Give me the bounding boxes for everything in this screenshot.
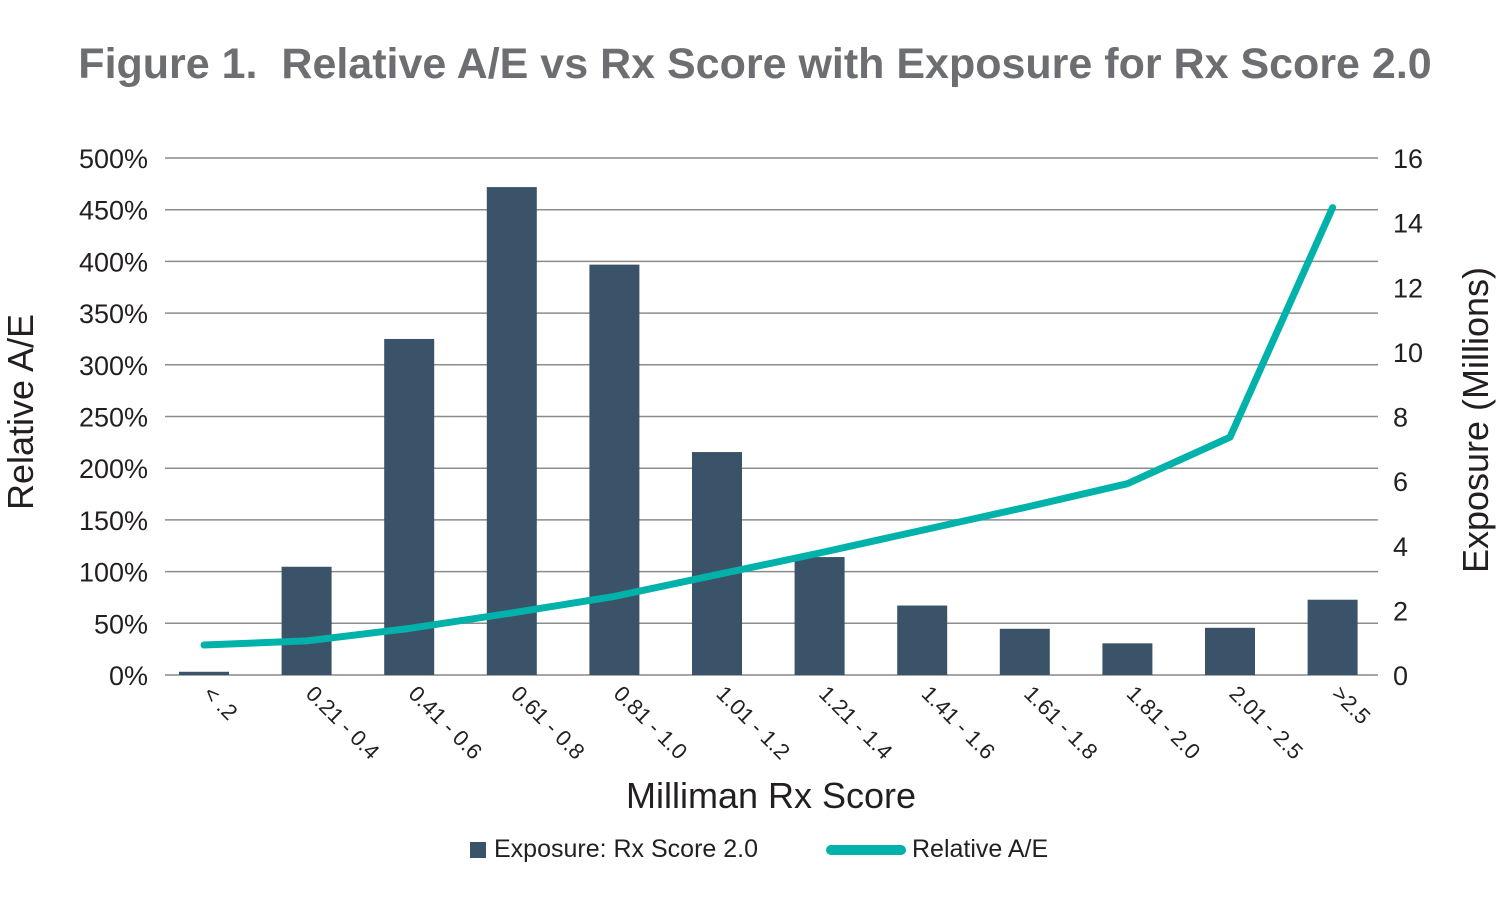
bar-exposure — [794, 557, 845, 675]
line-relative-ae — [200, 204, 1337, 649]
x-tick-label: >2.5 — [1327, 681, 1375, 729]
x-tick-label: 0.21 - 0.4 — [301, 681, 384, 764]
x-tick-label: 1.81 - 2.0 — [1122, 681, 1205, 764]
y-left-tick-label: 50% — [94, 609, 148, 639]
y-left-tick-label: 450% — [79, 196, 148, 226]
bar-exposure — [999, 628, 1050, 675]
bar-exposure — [281, 566, 332, 675]
y-right-tick-label: 0 — [1393, 661, 1408, 691]
legend-item-exposure: Exposure: Rx Score 2.0 — [470, 835, 758, 864]
x-tick-label: 0.81 - 1.0 — [609, 681, 692, 764]
bar-exposure — [1205, 627, 1255, 675]
y-left-tick-label: 300% — [79, 351, 148, 381]
y-right-tick-label: 6 — [1393, 467, 1408, 497]
y-right-tick-label: 2 — [1393, 596, 1408, 626]
legend-swatch-bar — [470, 841, 486, 858]
y-left-tick-label: 250% — [79, 403, 148, 433]
y-left-tick-label: 400% — [79, 247, 148, 277]
legend-label-exposure: Exposure: Rx Score 2.0 — [494, 835, 759, 863]
y-axis-left-label: Relative A/E — [0, 314, 41, 510]
x-tick-label: 0.41 - 0.6 — [404, 681, 487, 764]
legend-swatch-line — [826, 844, 906, 855]
y-right-tick-label: 10 — [1393, 338, 1423, 368]
y-right-tick-label: 8 — [1393, 403, 1408, 433]
chart-title: Figure 1. Relative A/E vs Rx Score with … — [78, 40, 1432, 88]
y-right-tick-label: 12 — [1393, 273, 1423, 303]
x-axis-label: Milliman Rx Score — [626, 775, 916, 816]
x-tick-label: 1.61 - 1.8 — [1019, 681, 1102, 764]
y-left-tick-label: 150% — [79, 506, 148, 536]
y-right-tick-label: 14 — [1393, 209, 1423, 239]
bar-exposure — [384, 338, 435, 675]
bar-exposure — [589, 264, 640, 675]
x-tick-label: < .2 — [198, 681, 242, 725]
y-right-tick-label: 4 — [1393, 532, 1408, 562]
bar-exposure — [179, 671, 229, 675]
bar-exposure — [1102, 643, 1153, 675]
bar-exposure — [486, 187, 537, 676]
x-tick-label: 2.01 - 2.5 — [1224, 681, 1307, 764]
bar-exposure — [1307, 599, 1358, 675]
bar-exposure — [897, 605, 948, 675]
y-left-tick-label: 500% — [79, 144, 148, 174]
y-left-tick-label: 100% — [79, 558, 148, 588]
legend-label-relative-ae: Relative A/E — [912, 835, 1049, 863]
y-left-tick-label: 200% — [79, 454, 148, 484]
y-left-tick-label: 350% — [79, 299, 148, 329]
x-tick-label: 0.61 - 0.8 — [506, 681, 589, 764]
y-right-tick-label: 16 — [1393, 144, 1423, 174]
x-tick-label: 1.21 - 1.4 — [814, 681, 897, 764]
legend-item-relative-ae: Relative A/E — [826, 835, 1048, 864]
y-axis-right-label: Exposure (Millions) — [1455, 267, 1496, 573]
bar-exposure — [692, 452, 742, 675]
x-tick-label: 1.01 - 1.2 — [711, 681, 794, 764]
y-left-tick-label: 0% — [109, 661, 148, 691]
x-tick-label: 1.41 - 1.6 — [917, 681, 1000, 764]
